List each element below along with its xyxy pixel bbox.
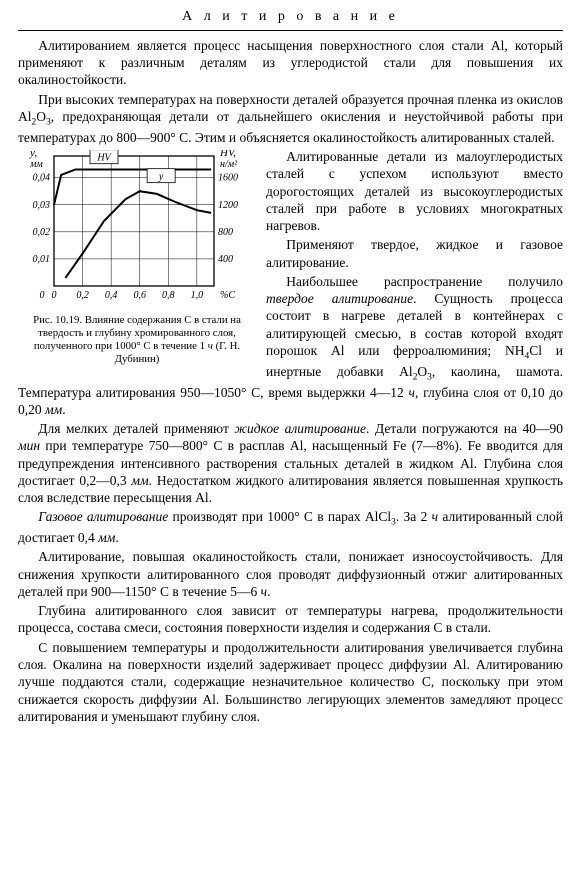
figure-caption: Рис. 10.19. Влияние содержания C в стали… (18, 314, 256, 366)
svg-text:0,03: 0,03 (33, 200, 51, 211)
p7-em: Газовое алитирование (38, 509, 168, 524)
svg-text:400: 400 (218, 254, 233, 265)
svg-text:800: 800 (218, 227, 233, 238)
p6-unit-mm: мм (131, 473, 148, 488)
p5-text-a: Наибольшее распространение получило (286, 274, 563, 289)
document-page: А л и т и р о в а н и е Алитированием яв… (0, 0, 581, 741)
svg-text:н/м²: н/м² (220, 159, 238, 170)
svg-text:%С: %С (220, 290, 235, 301)
paragraph-6: Для мелких деталей применяют жидкое алит… (18, 420, 563, 506)
p8-text-c: . (267, 584, 270, 599)
figure-block: 0 0,2 0,4 0,6 0,8 1,0 0,01 400 0,02 800 0,03 1200 0,… (18, 150, 256, 366)
svg-text:0: 0 (40, 290, 45, 301)
paragraph-2: При высоких температурах на поверхности … (18, 91, 563, 146)
paragraph-1: Алитированием является процесс насыщения… (18, 37, 563, 89)
p5-unit-mm: мм (45, 402, 62, 417)
svg-text:0,8: 0,8 (162, 290, 175, 301)
p5-text-e: O (417, 364, 427, 379)
p6-text-c: . Детали погружаются на 40—90 (366, 421, 563, 436)
p5-text-j: . (62, 402, 65, 417)
p6-em: жидкое алитирование (234, 421, 366, 436)
p7-unit-mm: мм (98, 530, 115, 545)
page-title: А л и т и р о в а н и е (18, 8, 563, 31)
svg-text:0,4: 0,4 (105, 290, 118, 301)
svg-text:0,04: 0,04 (33, 173, 51, 184)
svg-text:1,0: 1,0 (191, 290, 204, 301)
svg-text:y: y (158, 172, 164, 183)
p7-text-g: . (115, 530, 118, 545)
p2-text-b: O (36, 109, 46, 124)
p2-text-c: , предохраняющая детали от дальнейшего о… (18, 109, 563, 145)
svg-text:у,: у, (29, 150, 37, 159)
svg-text:0,02: 0,02 (33, 227, 51, 238)
p8-text-a: Алитирование, повышая окалиностойкость с… (18, 549, 563, 599)
svg-text:0: 0 (52, 290, 57, 301)
svg-text:HV,: HV, (219, 150, 236, 159)
p6-unit-min: мин (18, 438, 40, 453)
svg-text:0,2: 0,2 (76, 290, 89, 301)
p7-text-c: . За 2 (396, 509, 432, 524)
p5-em: твердое алитирование (266, 291, 413, 306)
paragraph-10: С повышением температуры и продолжительн… (18, 639, 563, 725)
svg-text:HV: HV (96, 153, 112, 164)
svg-text:0,6: 0,6 (133, 290, 146, 301)
chart: 0 0,2 0,4 0,6 0,8 1,0 0,01 400 0,02 800 0,03 1200 0,… (18, 150, 256, 310)
p6-text-a: Для мелких деталей применяют (38, 421, 234, 436)
p7-text-b: производят при 1000° С в парах AlCl (168, 509, 391, 524)
paragraph-8: Алитирование, повышая окалиностойкость с… (18, 548, 563, 600)
svg-text:1600: 1600 (218, 173, 238, 184)
svg-text:мм: мм (29, 159, 43, 170)
svg-text:1200: 1200 (218, 200, 238, 211)
paragraph-7: Газовое алитирование производят при 1000… (18, 508, 563, 546)
svg-text:0,01: 0,01 (33, 254, 51, 265)
paragraph-9: Глубина алитированного слоя зависит от т… (18, 602, 563, 637)
